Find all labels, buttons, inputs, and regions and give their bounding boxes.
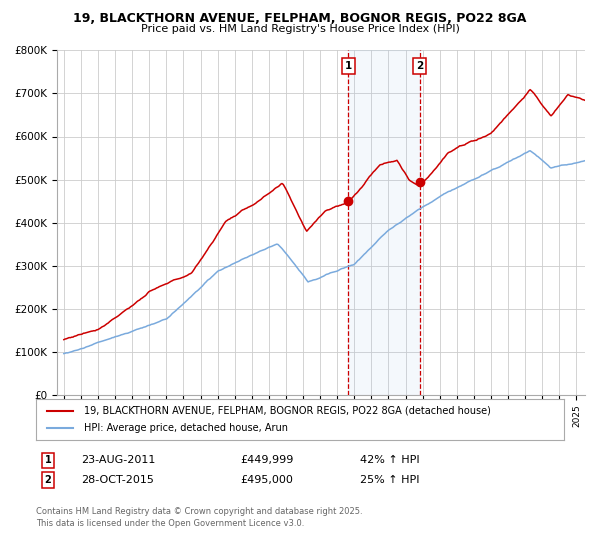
Text: £449,999: £449,999 xyxy=(240,455,293,465)
Text: Contains HM Land Registry data © Crown copyright and database right 2025.
This d: Contains HM Land Registry data © Crown c… xyxy=(36,507,362,528)
Bar xyxy=(348,50,420,395)
Text: £495,000: £495,000 xyxy=(240,475,293,485)
Text: 23-AUG-2011: 23-AUG-2011 xyxy=(81,455,155,465)
Text: Price paid vs. HM Land Registry's House Price Index (HPI): Price paid vs. HM Land Registry's House … xyxy=(140,24,460,34)
Text: HPI: Average price, detached house, Arun: HPI: Average price, detached house, Arun xyxy=(83,423,287,433)
Text: 42% ↑ HPI: 42% ↑ HPI xyxy=(360,455,419,465)
Text: 1: 1 xyxy=(44,455,52,465)
Text: 1: 1 xyxy=(344,61,352,71)
Text: 28-OCT-2015: 28-OCT-2015 xyxy=(81,475,154,485)
Text: 2: 2 xyxy=(44,475,52,485)
Text: 25% ↑ HPI: 25% ↑ HPI xyxy=(360,475,419,485)
Text: 2: 2 xyxy=(416,61,424,71)
Text: 19, BLACKTHORN AVENUE, FELPHAM, BOGNOR REGIS, PO22 8GA (detached house): 19, BLACKTHORN AVENUE, FELPHAM, BOGNOR R… xyxy=(83,405,490,416)
Text: 19, BLACKTHORN AVENUE, FELPHAM, BOGNOR REGIS, PO22 8GA: 19, BLACKTHORN AVENUE, FELPHAM, BOGNOR R… xyxy=(73,12,527,25)
